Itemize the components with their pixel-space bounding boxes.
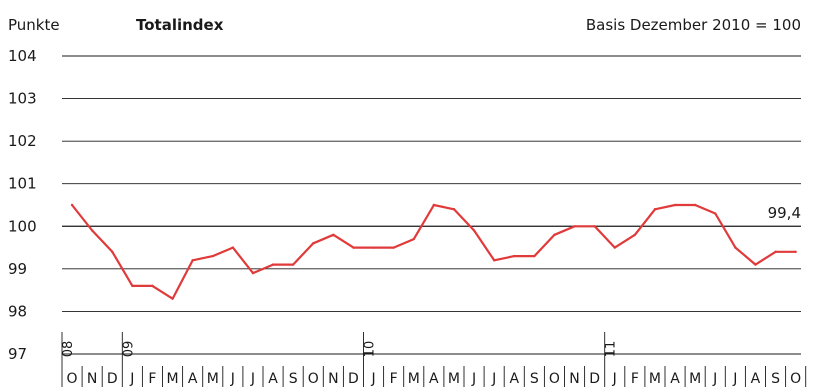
data-point — [633, 233, 637, 236]
data-point — [392, 246, 395, 249]
x-tick-label: A — [268, 371, 278, 387]
data-point — [653, 208, 657, 211]
data-point — [432, 203, 436, 207]
year-label: 08 — [61, 341, 76, 358]
x-tick-label: S — [530, 371, 539, 387]
data-point — [553, 233, 556, 236]
data-point — [70, 203, 74, 207]
data-point — [251, 271, 255, 275]
x-tick-label: A — [188, 371, 198, 387]
data-point — [754, 263, 757, 266]
data-point — [533, 254, 536, 258]
x-tick-label: D — [107, 371, 118, 387]
x-tick-label: A — [670, 371, 680, 387]
x-tick-label: J — [732, 371, 737, 387]
y-tick-label: 97 — [8, 345, 27, 363]
x-tick-label: O — [790, 371, 801, 387]
x-tick-label: M — [207, 371, 219, 387]
x-tick-label: A — [509, 371, 519, 387]
x-tick-label: J — [230, 371, 235, 387]
y-tick-label: 98 — [8, 302, 27, 320]
year-label: 09 — [121, 341, 136, 358]
x-tick-label: F — [148, 371, 156, 387]
data-point — [693, 203, 697, 207]
annotations: 99,4 — [768, 204, 801, 222]
last-value-label: 99,4 — [768, 204, 801, 222]
y-tick-label: 100 — [8, 217, 37, 235]
data-point — [472, 229, 476, 232]
data-point — [774, 250, 777, 254]
data-point — [271, 263, 275, 266]
x-tick-label: M — [649, 371, 661, 387]
y-axis-tick-labels: 97 98 99 100 101 102 103 104 — [8, 47, 37, 363]
x-tick-label: N — [569, 371, 579, 387]
x-tick-label: A — [751, 371, 761, 387]
data-point — [332, 233, 335, 236]
data-point — [171, 297, 174, 300]
data-point — [714, 212, 717, 215]
x-tick-label: M — [167, 371, 179, 387]
data-point — [734, 246, 737, 249]
data-point — [211, 254, 214, 258]
data-point — [613, 246, 616, 249]
data-point — [673, 203, 677, 207]
x-tick-label: O — [308, 371, 319, 387]
x-tick-label: F — [631, 371, 639, 387]
x-tick-label: J — [370, 371, 375, 387]
y-tick-label: 103 — [8, 90, 37, 108]
x-tick-label: J — [491, 371, 496, 387]
data-point — [372, 246, 375, 249]
data-point — [794, 250, 797, 254]
x-tick-label: N — [87, 371, 97, 387]
x-tick-label: A — [429, 371, 439, 387]
x-tick-label: J — [250, 371, 255, 387]
x-tick-label: M — [448, 371, 460, 387]
y-tick-label: 101 — [8, 175, 37, 193]
data-point — [131, 284, 134, 288]
year-label: 10 — [363, 341, 378, 358]
x-tick-label: D — [589, 371, 600, 387]
basis-note: Basis Dezember 2010 = 100 — [586, 16, 801, 34]
y-tick-label: 102 — [8, 132, 37, 150]
data-point — [90, 229, 94, 232]
y-tick-label: 99 — [8, 260, 27, 278]
x-tick-label: J — [129, 371, 134, 387]
x-tick-label: D — [348, 371, 359, 387]
data-point — [593, 225, 596, 228]
x-tick-label: J — [712, 371, 717, 387]
data-point — [513, 254, 516, 258]
x-tick-label: M — [689, 371, 701, 387]
x-tick-label: J — [612, 371, 617, 387]
data-point — [111, 250, 114, 254]
x-tick-label: M — [408, 371, 420, 387]
x-tick-label: J — [471, 371, 476, 387]
data-point — [151, 284, 154, 288]
data-point — [352, 246, 355, 249]
y-axis-unit-label: Punkte — [8, 16, 60, 34]
x-axis: O N D J F M A M J J A S O N D J F M A M J J A S O N D J F M A M J J A S O08 0… — [61, 332, 807, 387]
data-point — [412, 237, 415, 241]
data-point — [492, 259, 496, 262]
data-point — [312, 242, 315, 245]
data-point — [231, 246, 235, 249]
year-label: 11 — [604, 341, 619, 358]
series-line — [71, 203, 796, 300]
x-tick-label: O — [67, 371, 78, 387]
chart-title: Totalindex — [136, 16, 224, 34]
gridlines — [62, 55, 801, 355]
data-point — [191, 259, 194, 262]
x-tick-label: F — [390, 371, 398, 387]
data-point — [291, 263, 295, 266]
x-tick-label: S — [289, 371, 298, 387]
x-tick-label: N — [328, 371, 338, 387]
data-point — [573, 225, 576, 228]
x-tick-label: O — [549, 371, 560, 387]
x-tick-label: S — [771, 371, 780, 387]
data-point — [452, 208, 456, 211]
y-tick-label: 104 — [8, 47, 37, 65]
series-group — [70, 203, 797, 300]
